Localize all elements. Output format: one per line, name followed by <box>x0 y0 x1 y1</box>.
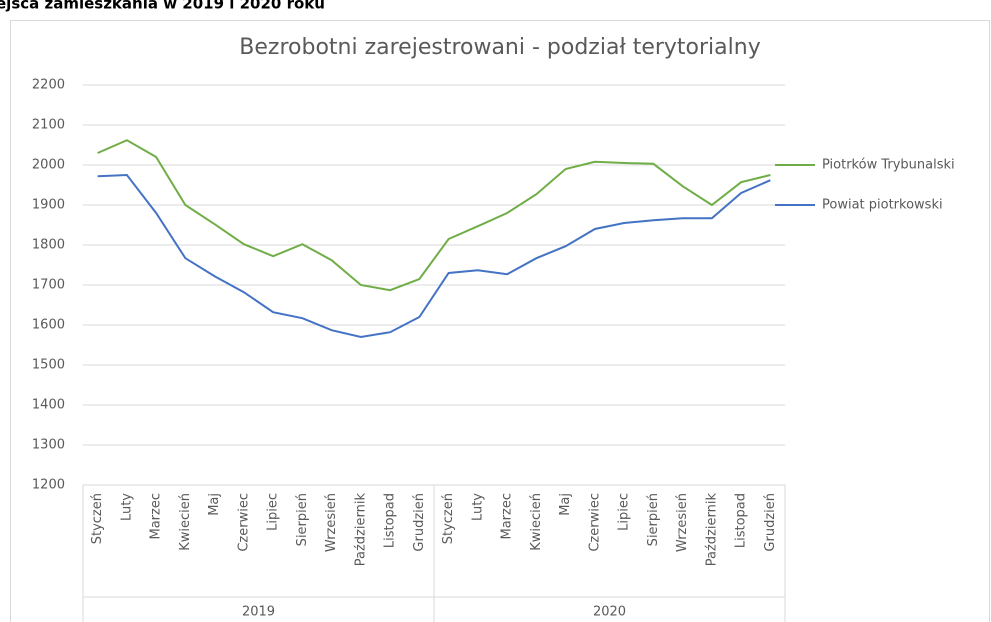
x-tick-label: Kwiecień <box>529 493 544 551</box>
x-tick-label: Luty <box>470 493 485 521</box>
x-tick-label: Wrzesień <box>324 493 339 552</box>
x-tick-label: Sierpień <box>295 493 310 546</box>
x-tick-label: Maj <box>207 493 222 516</box>
x-tick-label: Sierpień <box>646 493 661 546</box>
y-tick-label: 2100 <box>32 118 65 133</box>
y-tick-label: 1600 <box>32 318 65 333</box>
x-tick-label: Styczeń <box>90 493 105 544</box>
x-tick-label: Kwiecień <box>178 493 193 551</box>
x-tick-label: Październik <box>704 493 719 567</box>
y-tick-label: 1200 <box>32 478 65 493</box>
y-tick-label: 1700 <box>32 278 65 293</box>
x-tick-label: Grudzień <box>412 493 427 552</box>
chart-title: Bezrobotni zarejestrowani - podział tery… <box>239 35 760 60</box>
series-line <box>97 139 771 292</box>
y-tick-label: 1400 <box>32 398 65 413</box>
legend-label: Piotrków Trybunalski <box>822 158 955 173</box>
group-label: 2020 <box>593 605 626 620</box>
series-line <box>97 173 771 339</box>
x-tick-label: Wrzesień <box>675 493 690 552</box>
x-tick-label: Październik <box>353 493 368 567</box>
x-tick-label: Listopad <box>383 493 398 548</box>
x-tick-label: Styczeń <box>441 493 456 544</box>
y-tick-label: 1300 <box>32 438 65 453</box>
x-tick-label: Marzec <box>149 493 164 540</box>
y-tick-label: 1800 <box>32 238 65 253</box>
x-tick-label: Lipiec <box>617 493 632 531</box>
x-tick-label: Marzec <box>500 493 515 540</box>
x-tick-label: Listopad <box>734 493 749 548</box>
y-tick-label: 1900 <box>32 198 65 213</box>
y-tick-label: 2000 <box>32 158 65 173</box>
x-tick-label: Maj <box>558 493 573 516</box>
page-heading: ejsca zamieszkania w 2019 i 2020 roku <box>0 0 325 13</box>
x-tick-label: Lipiec <box>266 493 281 531</box>
legend-label: Powiat piotrkowski <box>822 198 943 213</box>
x-tick-label: Czerwiec <box>236 493 251 552</box>
group-label: 2019 <box>242 605 275 620</box>
y-tick-label: 1500 <box>32 358 65 373</box>
chart-frame <box>10 20 990 622</box>
x-tick-label: Grudzień <box>763 493 778 552</box>
x-tick-label: Czerwiec <box>587 493 602 552</box>
y-tick-label: 2200 <box>32 78 65 93</box>
x-tick-label: Luty <box>119 493 134 521</box>
